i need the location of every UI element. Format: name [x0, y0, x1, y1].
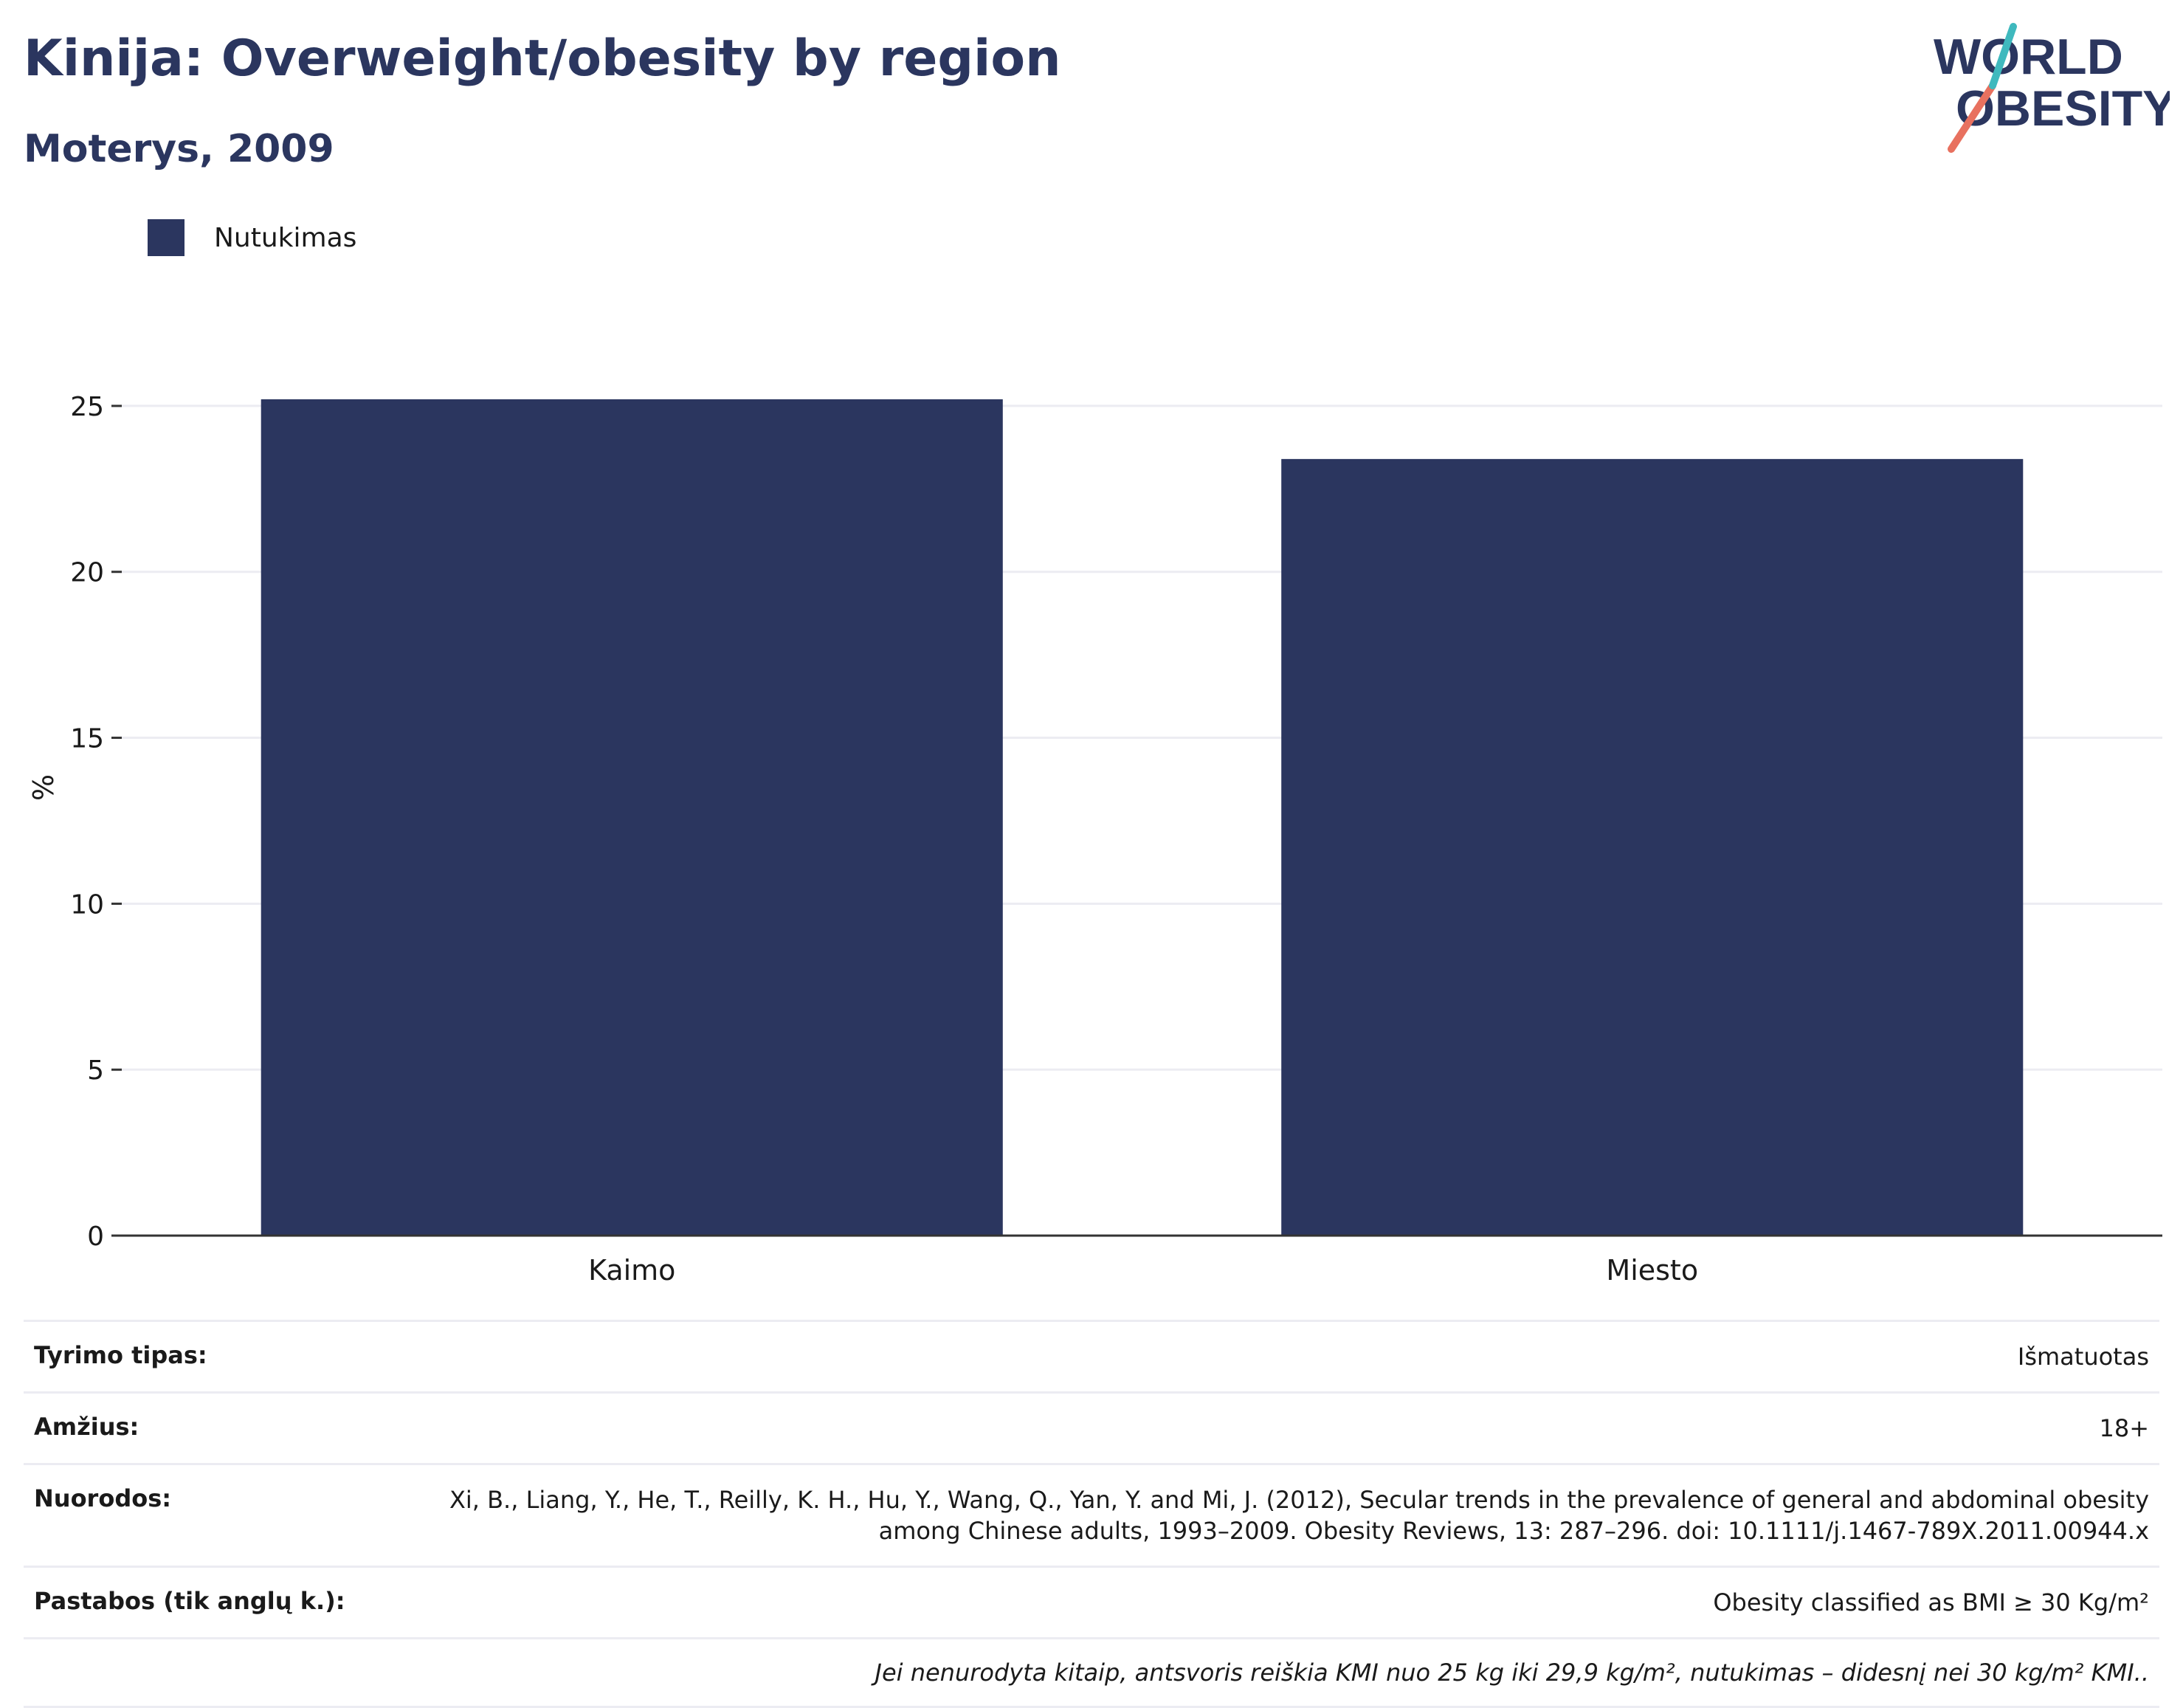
page-subtitle: Moterys, 2009: [24, 127, 334, 171]
age-value: 18+: [2099, 1414, 2149, 1442]
info-row-references: Nuorodos: Xi, B., Liang, Y., He, T., Rei…: [24, 1463, 2159, 1566]
notes-label: Pastabos (tik anglų k.):: [34, 1587, 345, 1615]
page-title: Kinija: Overweight/obesity by region: [24, 30, 1061, 88]
logo-slash-teal: [1989, 23, 2017, 89]
references-label: Nuorodos:: [34, 1484, 172, 1512]
survey-type-label: Tyrimo tipas:: [34, 1341, 207, 1369]
y-tick-label: 10: [70, 889, 104, 920]
bars: [261, 399, 2024, 1236]
x-tick-label: Kaimo: [588, 1254, 675, 1284]
logo-text-world: WORLD: [1934, 29, 2123, 85]
footnote: Jei nenurodyta kitaip, antsvoris reiškia…: [875, 1659, 2150, 1687]
info-row-survey-type: Tyrimo tipas: Išmatuotas: [24, 1320, 2159, 1391]
info-table: Tyrimo tipas: Išmatuotas Amžius: 18+ Nuo…: [24, 1320, 2159, 1708]
info-row-footnote: Jei nenurodyta kitaip, antsvoris reiškia…: [24, 1637, 2159, 1708]
y-tick-label: 5: [87, 1056, 104, 1086]
world-obesity-logo: WORLD OBESITY: [1934, 23, 2170, 153]
legend-swatch: [148, 219, 184, 256]
logo-slash-coral: [1948, 82, 1996, 153]
y-tick-label: 25: [70, 392, 104, 422]
bar-miesto: [1281, 458, 2024, 1236]
bar-kaimo: [261, 399, 1003, 1236]
survey-type-value: Išmatuotas: [2017, 1343, 2149, 1371]
y-tick-label: 0: [87, 1222, 104, 1252]
age-label: Amžius:: [34, 1413, 139, 1441]
legend[interactable]: Nutukimas: [148, 218, 356, 257]
axes: 0 5 10 15 20 25 Kaimo Miesto%: [27, 392, 2162, 1284]
y-axis-label: %: [27, 774, 60, 801]
x-tick-label: Miesto: [1606, 1254, 1698, 1284]
notes-value: Obesity classified as BMI ≥ 30 Kg/m²: [1713, 1588, 2149, 1616]
bar-chart: 0 5 10 15 20 25 Kaimo Miesto%: [27, 392, 2162, 1284]
legend-label: Nutukimas: [214, 222, 357, 253]
references-value[interactable]: Xi, B., Liang, Y., He, T., Reilly, K. H.…: [449, 1486, 2149, 1545]
y-tick-label: 20: [70, 558, 104, 588]
info-row-notes: Pastabos (tik anglų k.): Obesity classif…: [24, 1566, 2159, 1637]
info-row-age: Amžius: 18+: [24, 1391, 2159, 1463]
y-tick-label: 15: [70, 724, 104, 754]
